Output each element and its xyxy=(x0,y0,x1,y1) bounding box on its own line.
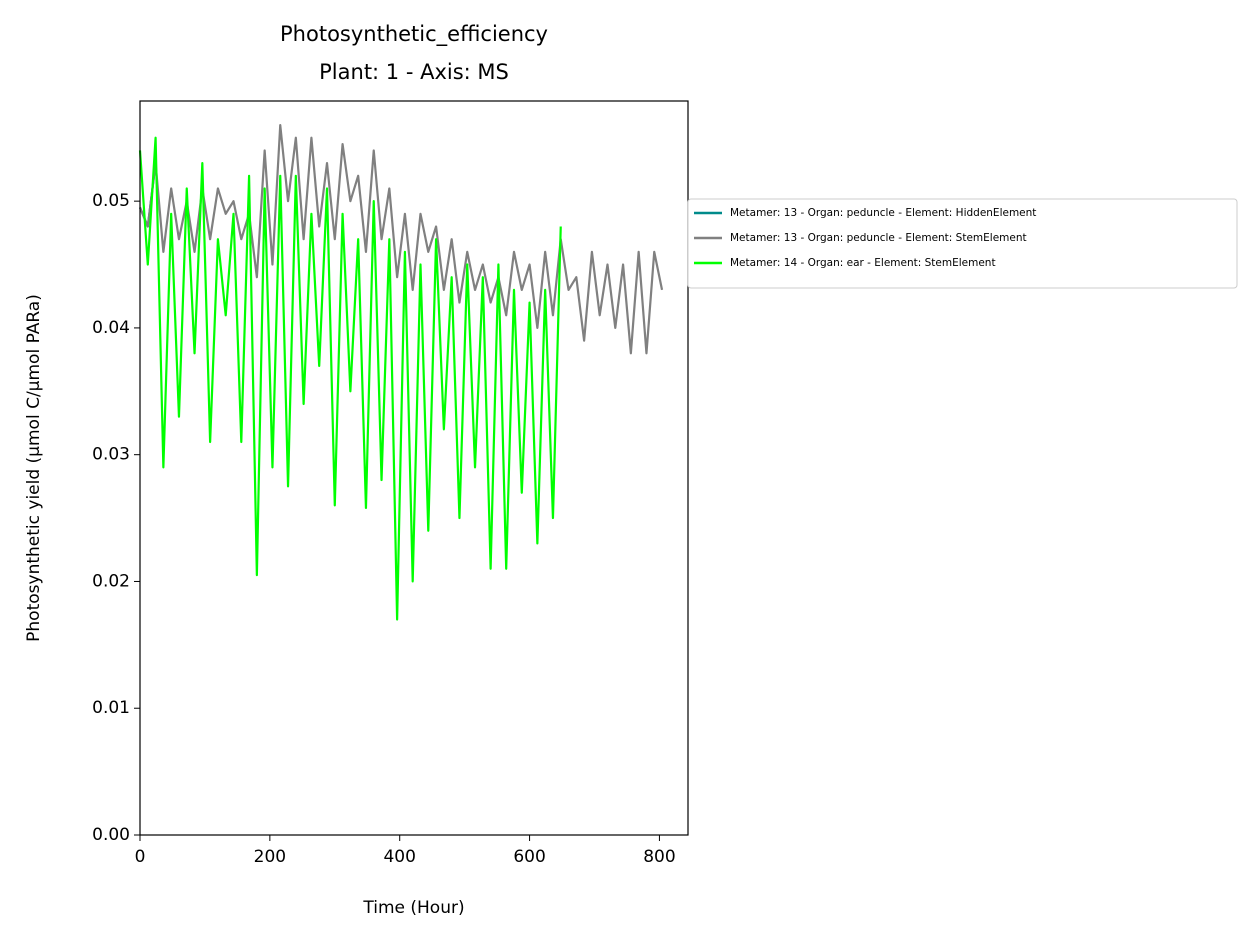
x-tick-label: 200 xyxy=(254,847,286,867)
legend-label: Metamer: 14 - Organ: ear - Element: Stem… xyxy=(730,257,996,269)
legend-box xyxy=(687,198,1238,289)
plot-frame xyxy=(139,100,689,836)
x-tick-label: 800 xyxy=(643,847,675,867)
legend-label: Metamer: 13 - Organ: peduncle - Element:… xyxy=(730,207,1036,219)
legend: Metamer: 13 - Organ: peduncle - Element:… xyxy=(687,198,1238,289)
x-tick-label: 400 xyxy=(383,847,415,867)
x-tick-label: 0 xyxy=(135,847,146,867)
y-axis-label: Photosynthetic yield (µmol C/µmol PARa) xyxy=(24,294,44,642)
chart-title: Photosynthetic_efficiency xyxy=(280,22,548,47)
x-tick-label: 600 xyxy=(513,847,545,867)
series-line xyxy=(138,136,562,621)
y-tick-label: 0.04 xyxy=(92,318,130,338)
legend-label: Metamer: 13 - Organ: peduncle - Element:… xyxy=(730,232,1027,244)
y-tick-label: 0.02 xyxy=(92,571,130,591)
y-tick-label: 0.00 xyxy=(92,825,130,845)
y-tick-label: 0.05 xyxy=(92,191,130,211)
y-tick-label: 0.03 xyxy=(92,445,130,465)
series-line xyxy=(138,123,664,355)
x-axis-label: Time (Hour) xyxy=(362,898,464,918)
y-tick-label: 0.01 xyxy=(92,698,130,718)
chart-subtitle: Plant: 1 - Axis: MS xyxy=(319,60,509,84)
